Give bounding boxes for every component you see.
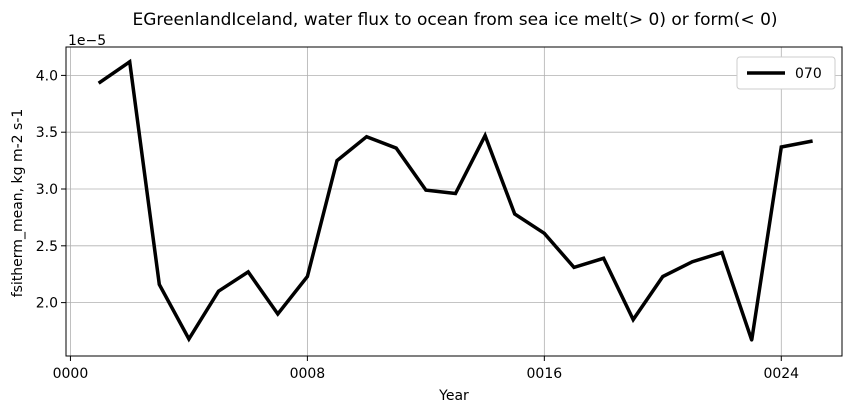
y-tick-label: 2.5 xyxy=(36,239,58,255)
data-point xyxy=(720,251,724,255)
data-point xyxy=(157,282,161,286)
legend: 070 xyxy=(736,56,836,90)
data-point xyxy=(98,80,102,84)
data-point xyxy=(542,231,546,235)
series-layer xyxy=(97,58,813,343)
data-point xyxy=(217,289,221,293)
x-axis-label: Year xyxy=(438,388,469,404)
data-point xyxy=(453,192,457,196)
grid xyxy=(66,47,842,356)
chart-title: EGreenlandIceland, water flux to ocean f… xyxy=(132,10,777,30)
data-point xyxy=(483,134,487,138)
data-point xyxy=(246,270,250,274)
data-point xyxy=(572,265,576,269)
data-point xyxy=(661,274,665,278)
data-point xyxy=(750,338,754,342)
y-tick-label: 4.0 xyxy=(36,68,58,84)
plot-frame xyxy=(65,46,843,357)
y-tick-label: 3.5 xyxy=(36,125,58,141)
x-tick-label: 0000 xyxy=(53,366,89,382)
data-point xyxy=(128,60,132,64)
data-point xyxy=(187,337,191,341)
x-tick-label: 0008 xyxy=(290,366,326,382)
data-point xyxy=(394,146,398,150)
data-point xyxy=(424,188,428,192)
series-line-070 xyxy=(97,58,813,343)
x-axis-ticks: 0000 0008 0016 0024 xyxy=(53,356,799,382)
data-point xyxy=(809,139,813,143)
y-axis-label: fsitherm_mean, kg m-2 s-1 xyxy=(10,109,26,298)
data-point xyxy=(779,145,783,149)
data-point xyxy=(276,312,280,316)
data-point xyxy=(631,318,635,322)
y-axis-ticks: 2.0 2.5 3.0 3.5 4.0 xyxy=(36,68,66,312)
x-tick-label: 0016 xyxy=(527,366,563,382)
data-point xyxy=(690,260,694,264)
legend-box xyxy=(736,56,836,90)
x-tick-label: 0024 xyxy=(763,366,799,382)
y-tick-label: 2.0 xyxy=(36,296,58,312)
y-tick-label: 3.0 xyxy=(36,182,58,198)
y-offset-label: 1e−5 xyxy=(68,33,106,49)
legend-label: 070 xyxy=(795,66,822,82)
data-point xyxy=(513,212,517,216)
data-point xyxy=(602,256,606,260)
data-point xyxy=(365,135,369,139)
data-point xyxy=(335,159,339,163)
data-point xyxy=(305,274,309,278)
